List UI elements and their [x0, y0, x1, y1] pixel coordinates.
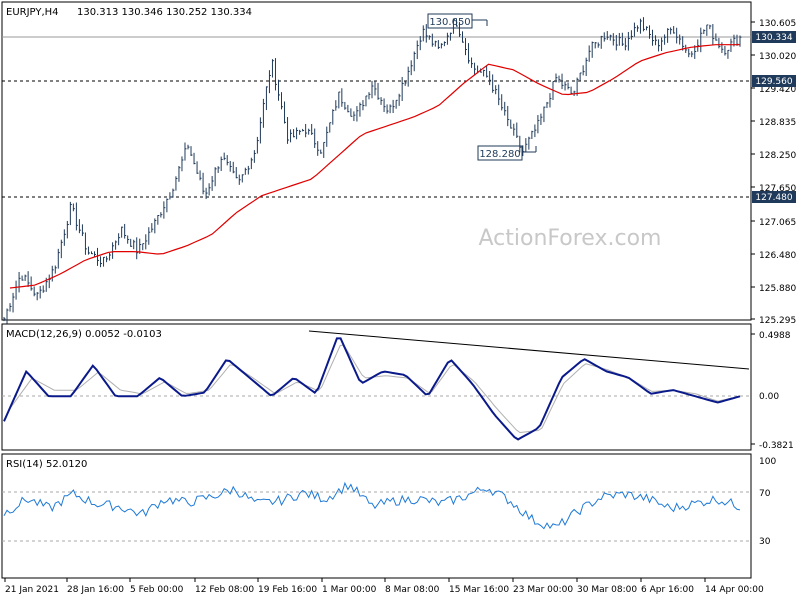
watermark: ActionForex.com: [479, 226, 662, 251]
rsi-label: RSI(14) 52.0120: [6, 459, 87, 470]
x-tick-label: 30 Mar 08:00: [577, 585, 637, 595]
x-axis: 21 Jan 2021 28 Jan 16:00 5 Feb 00:00 12 …: [4, 578, 764, 595]
level-box: [752, 191, 796, 203]
macd-line: [3, 337, 741, 441]
candles-group: [3, 17, 742, 324]
symbol-timeframe: EURJPY,H4: [6, 7, 59, 18]
y-tick-label: 70: [759, 489, 771, 499]
y-tick-label: 130.020: [759, 52, 796, 62]
x-tick-label: 21 Jan 2021: [5, 585, 59, 595]
annotation-box: [477, 145, 523, 161]
x-tick-label: 1 Mar 00:00: [322, 585, 377, 595]
y-tick-label: 125.880: [759, 284, 796, 294]
y-tick-label: 126.480: [759, 251, 796, 261]
y-tick-label: -0.3821: [759, 441, 794, 451]
level-label: 127.480: [755, 193, 792, 203]
x-tick-label: 15 Mar 16:00: [449, 585, 509, 595]
x-tick-label: 23 Mar 00:00: [513, 585, 573, 595]
rsi-line: [3, 481, 741, 530]
price-panel-frame: [1, 1, 752, 321]
y-tick-label: 125.295: [759, 316, 796, 326]
x-tick-label: 19 Feb 16:00: [258, 585, 317, 595]
y-tick-label: 30: [759, 537, 771, 547]
level-box: [752, 75, 796, 87]
x-tick-label: 28 Jan 16:00: [67, 585, 124, 595]
macd-panel-frame: [1, 323, 752, 451]
macd-label: MACD(12,26,9) 0.0052 -0.0103: [6, 329, 162, 340]
annotation-label: 130.650: [429, 17, 470, 28]
y-tick-label: 100: [759, 457, 776, 467]
y-tick-label: 0.4988: [759, 331, 791, 341]
y-tick-label: 129.420: [759, 85, 796, 95]
last-price-box: [752, 31, 796, 43]
signal-line: [9, 344, 741, 434]
y-tick-label: 128.835: [759, 118, 796, 128]
macd-trendline: [308, 330, 750, 370]
y-tick-label: 128.250: [759, 151, 796, 161]
x-tick-label: 6 Apr 16:00: [641, 585, 694, 595]
price-y-axis: 130.605 130.020 129.420 128.835 128.250 …: [751, 19, 796, 326]
last-price-label: 130.334: [755, 33, 792, 43]
rsi-y-axis: 100 70 30: [759, 457, 776, 547]
y-tick-label: 0.00: [759, 392, 779, 402]
annotation-label: 128.280: [479, 149, 520, 160]
high-annotation: 130.650: [427, 13, 488, 29]
macd-y-axis: 0.4988 0.00 -0.3821: [751, 331, 794, 451]
ohlc-header: 130.313 130.346 130.252 130.334: [77, 7, 252, 18]
annotation-box: [427, 13, 473, 29]
y-tick-label: 127.065: [759, 218, 796, 228]
x-tick-label: 12 Feb 08:00: [195, 585, 254, 595]
x-tick-label: 8 Mar 08:00: [385, 585, 440, 595]
x-tick-label: 5 Feb 00:00: [130, 585, 184, 595]
x-tick-label: 14 Apr 00:00: [705, 585, 764, 595]
y-tick-label: 130.605: [759, 19, 796, 29]
low-annotation: 128.280: [477, 145, 537, 161]
y-tick-label: 127.650: [759, 184, 796, 194]
level-label: 129.560: [755, 77, 792, 87]
moving-average-line: [9, 44, 740, 289]
rsi-panel-frame: [1, 453, 752, 579]
